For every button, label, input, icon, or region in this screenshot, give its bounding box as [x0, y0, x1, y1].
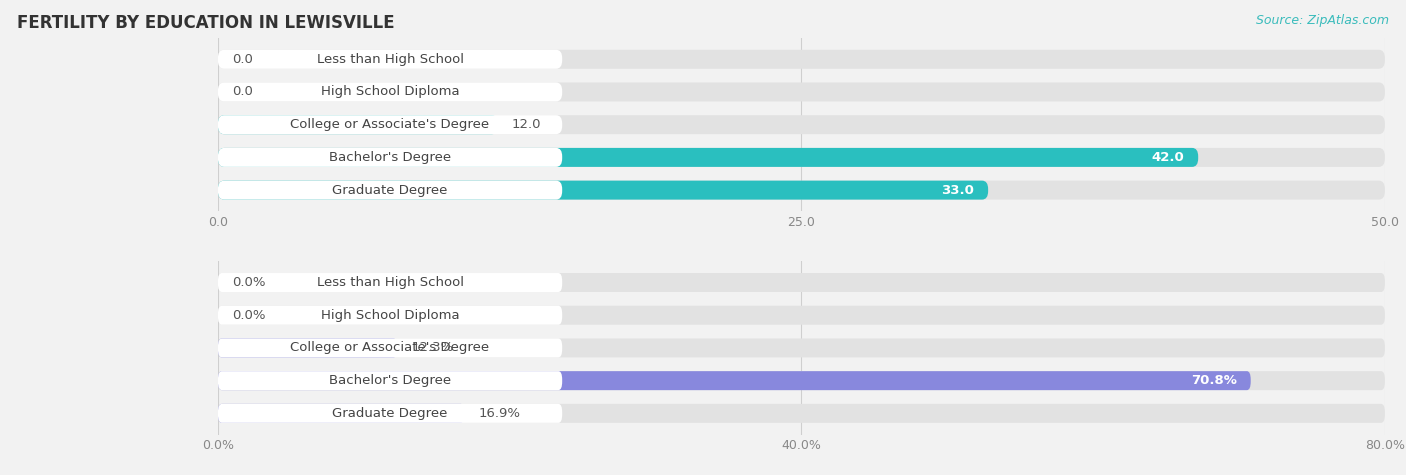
FancyBboxPatch shape	[218, 404, 464, 423]
Text: Bachelor's Degree: Bachelor's Degree	[329, 151, 451, 164]
FancyBboxPatch shape	[218, 339, 562, 357]
FancyBboxPatch shape	[218, 180, 562, 200]
FancyBboxPatch shape	[218, 115, 498, 134]
FancyBboxPatch shape	[218, 371, 1385, 390]
Text: 33.0: 33.0	[941, 184, 974, 197]
FancyBboxPatch shape	[218, 404, 562, 423]
Text: High School Diploma: High School Diploma	[321, 309, 460, 322]
FancyBboxPatch shape	[218, 50, 562, 69]
Text: 0.0: 0.0	[232, 53, 253, 66]
FancyBboxPatch shape	[218, 148, 562, 167]
Text: 16.9%: 16.9%	[478, 407, 520, 420]
FancyBboxPatch shape	[218, 115, 562, 134]
Text: Graduate Degree: Graduate Degree	[332, 407, 447, 420]
Text: 12.3%: 12.3%	[412, 342, 454, 354]
FancyBboxPatch shape	[218, 115, 1385, 134]
FancyBboxPatch shape	[218, 148, 1198, 167]
FancyBboxPatch shape	[218, 339, 398, 357]
FancyBboxPatch shape	[218, 83, 1385, 102]
FancyBboxPatch shape	[218, 306, 1385, 325]
FancyBboxPatch shape	[218, 273, 1385, 292]
FancyBboxPatch shape	[218, 339, 1385, 357]
FancyBboxPatch shape	[218, 83, 562, 102]
FancyBboxPatch shape	[218, 371, 562, 390]
FancyBboxPatch shape	[218, 404, 1385, 423]
Text: Less than High School: Less than High School	[316, 276, 464, 289]
Text: 0.0%: 0.0%	[232, 276, 266, 289]
Text: College or Associate's Degree: College or Associate's Degree	[291, 342, 489, 354]
Text: Graduate Degree: Graduate Degree	[332, 184, 447, 197]
Text: 0.0%: 0.0%	[232, 309, 266, 322]
FancyBboxPatch shape	[218, 148, 1385, 167]
FancyBboxPatch shape	[218, 371, 1251, 390]
Text: 0.0: 0.0	[232, 86, 253, 98]
FancyBboxPatch shape	[218, 50, 1385, 69]
Text: 12.0: 12.0	[512, 118, 541, 131]
FancyBboxPatch shape	[218, 306, 562, 325]
Text: 70.8%: 70.8%	[1191, 374, 1237, 387]
Text: High School Diploma: High School Diploma	[321, 86, 460, 98]
Text: Source: ZipAtlas.com: Source: ZipAtlas.com	[1256, 14, 1389, 27]
Text: Bachelor's Degree: Bachelor's Degree	[329, 374, 451, 387]
Text: College or Associate's Degree: College or Associate's Degree	[291, 118, 489, 131]
FancyBboxPatch shape	[218, 180, 1385, 200]
FancyBboxPatch shape	[218, 180, 988, 200]
Text: Less than High School: Less than High School	[316, 53, 464, 66]
Text: FERTILITY BY EDUCATION IN LEWISVILLE: FERTILITY BY EDUCATION IN LEWISVILLE	[17, 14, 395, 32]
Text: 42.0: 42.0	[1152, 151, 1184, 164]
FancyBboxPatch shape	[218, 273, 562, 292]
